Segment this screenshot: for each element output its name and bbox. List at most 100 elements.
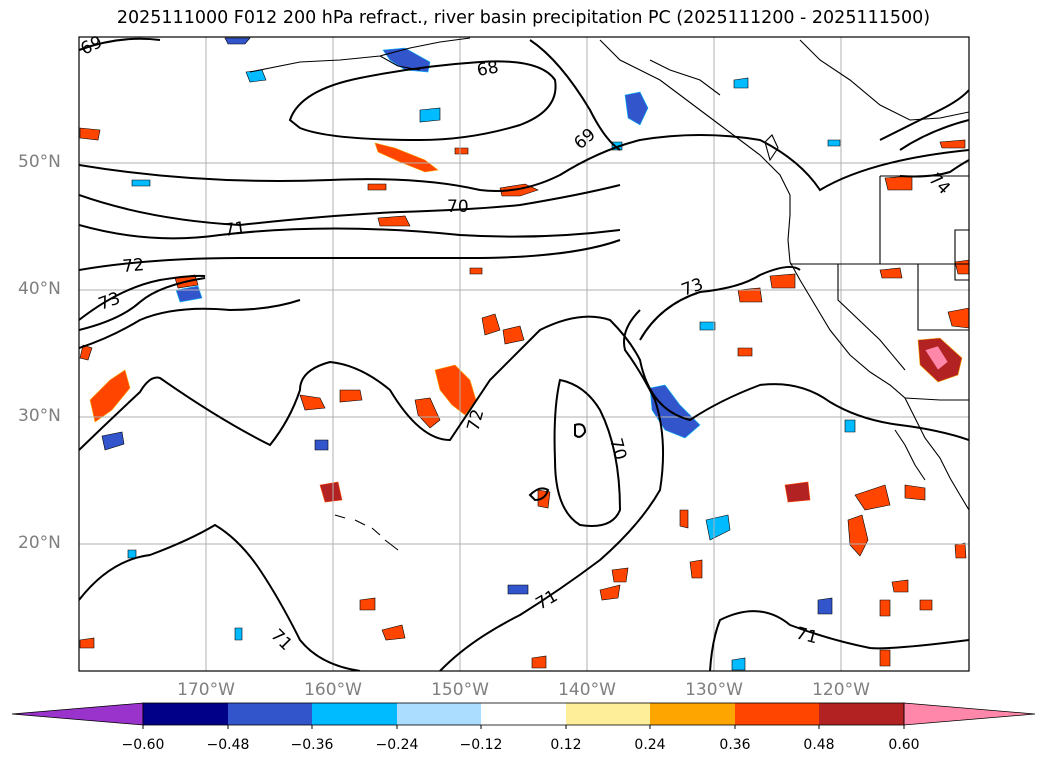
colorbar-segment bbox=[397, 703, 481, 725]
precip-blob bbox=[924, 345, 949, 371]
precip-blob bbox=[904, 484, 926, 501]
colorbar-extend-low bbox=[11, 702, 144, 726]
precip-blob bbox=[737, 347, 753, 357]
contour-label: 69 bbox=[78, 32, 106, 59]
precip-blob bbox=[879, 649, 891, 667]
precip-blob bbox=[367, 183, 387, 191]
precip-blob bbox=[314, 439, 329, 451]
contour-label: 72 bbox=[464, 407, 489, 433]
precip-blob bbox=[817, 597, 833, 615]
precip-blob bbox=[847, 514, 869, 557]
contour-label: 72 bbox=[122, 255, 145, 277]
refractivity-contours bbox=[79, 37, 969, 671]
precip-blob bbox=[947, 307, 969, 329]
contour-label: 71 bbox=[794, 624, 820, 649]
contour-label: 73 bbox=[679, 275, 706, 301]
colorbar-segment bbox=[566, 703, 650, 725]
graticule bbox=[79, 37, 969, 671]
precip-blob bbox=[175, 285, 203, 303]
precip-blob bbox=[879, 599, 891, 617]
precip-blob bbox=[419, 107, 441, 123]
precip-blob bbox=[454, 147, 469, 155]
precip-blob bbox=[245, 69, 267, 83]
precip-blob bbox=[531, 655, 547, 669]
precip-blob bbox=[731, 657, 746, 671]
precip-blob bbox=[101, 431, 125, 451]
contour-label: 71 bbox=[266, 625, 295, 654]
colorbar-segment bbox=[481, 703, 566, 725]
precip-blob bbox=[381, 624, 406, 641]
contour-label: 71 bbox=[223, 218, 247, 241]
colorbar-segment bbox=[312, 703, 397, 725]
precip-blob bbox=[854, 484, 891, 511]
contour-label: 74 bbox=[924, 169, 953, 198]
colorbar-segment bbox=[228, 703, 312, 725]
precip-blob bbox=[689, 559, 703, 579]
colorbar-extend-high bbox=[903, 702, 1036, 726]
precip-blob bbox=[954, 259, 969, 275]
precip-blob bbox=[79, 344, 93, 361]
precip-blob bbox=[679, 509, 689, 529]
precip-blob bbox=[319, 481, 343, 503]
colorbar-tick-label: −0.12 bbox=[459, 737, 503, 753]
lon-label-120w: 120°W bbox=[812, 680, 870, 700]
precip-blob bbox=[649, 384, 701, 439]
contour-label: 73 bbox=[96, 289, 123, 315]
colorbar-tick-label: −0.36 bbox=[290, 737, 334, 753]
contour-label: 70 bbox=[605, 436, 630, 462]
contour-label: 70 bbox=[447, 197, 469, 217]
precip-blob bbox=[611, 567, 629, 583]
precip-blob bbox=[733, 77, 749, 89]
precip-blob bbox=[299, 394, 326, 411]
precip-blob bbox=[737, 287, 763, 303]
contour-label-group: 69 68 69 70 71 72 73 73 72 70 71 71 71 7… bbox=[78, 32, 954, 655]
map-frame bbox=[78, 36, 970, 672]
contour-label: 68 bbox=[475, 57, 500, 80]
lat-label-40n: 40°N bbox=[18, 279, 61, 299]
precip-blob bbox=[507, 584, 529, 595]
colorbar-segment bbox=[819, 703, 904, 725]
colorbar-tick-label: 0.36 bbox=[719, 737, 751, 753]
colorbar-tick-label: −0.48 bbox=[206, 737, 250, 753]
colorbar-segment bbox=[143, 703, 228, 725]
colorbar-tick-label: −0.60 bbox=[121, 737, 165, 753]
lon-label-150w: 150°W bbox=[431, 680, 489, 700]
precip-blob bbox=[374, 142, 439, 173]
precip-blob bbox=[127, 549, 137, 559]
precip-blob bbox=[79, 637, 95, 649]
precip-blob bbox=[844, 419, 856, 433]
colorbar-tick-label: 0.60 bbox=[888, 737, 920, 753]
precip-shading bbox=[79, 37, 969, 671]
precip-blob bbox=[699, 321, 716, 331]
precip-blob bbox=[769, 273, 796, 289]
colorbar-segment bbox=[735, 703, 819, 725]
precip-blob bbox=[469, 267, 483, 275]
precip-blob bbox=[359, 597, 376, 611]
colorbar-tick-label: 0.48 bbox=[803, 737, 835, 753]
colorbar-tick-label: −0.24 bbox=[375, 737, 419, 753]
map-title: 2025111000 F012 200 hPa refract., river … bbox=[116, 8, 931, 28]
precip-blob bbox=[131, 179, 151, 187]
precip-blob bbox=[89, 369, 131, 423]
lon-label-130w: 130°W bbox=[685, 680, 743, 700]
precip-blob bbox=[599, 584, 621, 601]
precip-blob bbox=[884, 175, 913, 191]
precip-blob bbox=[784, 481, 811, 503]
lat-label-30n: 30°N bbox=[18, 406, 61, 426]
lat-label-20n: 20°N bbox=[18, 533, 61, 553]
precip-blob bbox=[79, 127, 101, 141]
colorbar-tick-label: 0.24 bbox=[634, 737, 666, 753]
precip-blob bbox=[414, 397, 441, 429]
precip-blob bbox=[382, 47, 431, 73]
precip-blob bbox=[827, 139, 841, 147]
precip-blob bbox=[234, 627, 243, 641]
precip-blob bbox=[705, 514, 731, 541]
precip-blob bbox=[339, 389, 363, 403]
precip-blob bbox=[502, 325, 525, 345]
lat-label-50n: 50°N bbox=[18, 152, 61, 172]
precip-blob bbox=[377, 215, 411, 227]
colorbar bbox=[11, 702, 1036, 729]
precip-blob bbox=[624, 91, 649, 126]
precip-blob bbox=[891, 579, 909, 593]
